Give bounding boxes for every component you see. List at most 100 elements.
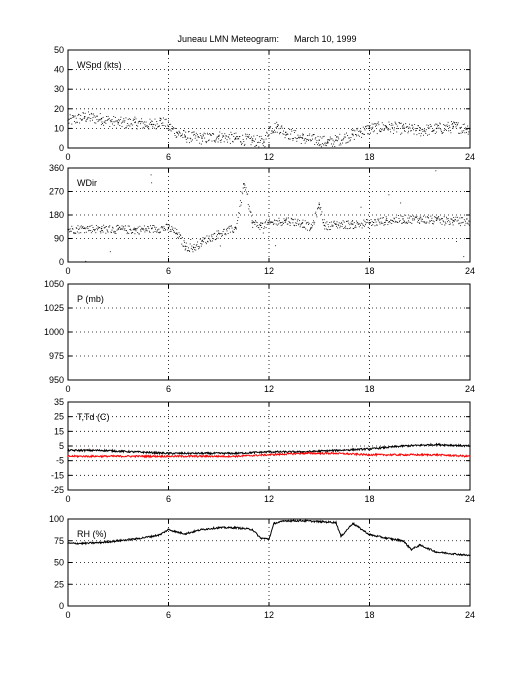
data-point [449,130,451,131]
data-point [91,113,93,115]
data-point [371,225,373,226]
data-point [343,136,345,138]
data-point [72,117,74,118]
data-point [343,228,345,229]
data-point [156,231,158,233]
data-point [70,230,72,232]
data-point [139,225,141,227]
data-point [436,123,438,125]
data-point [461,222,463,224]
data-point [166,128,168,130]
data-point [281,224,283,226]
data-point [361,136,363,138]
data-point [154,231,156,233]
data-point [294,131,296,133]
data-point [382,124,384,126]
data-point [277,124,279,125]
data-point [88,226,90,228]
data-point [174,133,175,134]
data-point [81,118,83,120]
data-point [156,230,158,232]
data-point [242,193,244,195]
data-point [328,229,330,231]
data-point [135,118,137,120]
data-point [353,138,355,140]
data-point [73,232,75,234]
data-point [344,225,346,227]
data-point [165,118,167,120]
data-point [100,117,103,120]
data-point [461,130,463,132]
data-point [225,234,227,236]
data-point [419,129,421,132]
data-point [306,221,308,223]
data-point [375,221,377,223]
data-point [445,129,447,131]
data-point [150,174,152,176]
data-point [86,226,88,228]
data-point [301,226,303,228]
data-point [368,127,371,130]
data-point [157,125,159,127]
data-point [363,134,365,136]
data-point [265,227,267,229]
data-point [239,141,241,143]
data-point [136,228,138,230]
x-tick-label: 24 [465,610,475,620]
data-point [167,229,169,231]
data-point [299,137,301,139]
data-point [359,223,361,225]
data-point [270,222,272,223]
data-point [395,220,397,222]
data-point [335,223,337,225]
data-point [177,133,179,134]
data-point [97,115,98,117]
data-point [405,222,407,224]
data-point [425,222,427,224]
y-tick-label: -5 [56,456,64,466]
data-point [208,235,210,237]
data-point [413,219,415,221]
data-point [327,139,328,141]
data-point [150,124,152,126]
data-point [150,225,151,227]
data-point [265,138,267,140]
data-point [164,230,166,231]
data-point [462,221,464,223]
data-point [435,170,437,172]
data-point [405,214,407,216]
data-point [216,230,218,232]
data-point [140,230,142,232]
data-point [117,123,119,125]
data-point [416,134,418,136]
data-point [467,125,469,127]
data-point [399,122,400,124]
data-point [135,228,136,230]
data-point [416,216,418,218]
data-point [161,123,163,124]
data-point [285,134,287,136]
data-point [109,251,111,253]
y-tick-label: 1050 [44,279,64,289]
data-point [308,139,309,141]
data-point [325,222,327,224]
data-point [253,135,255,137]
data-point [402,216,404,217]
y-tick-label: 270 [49,187,64,197]
data-point [161,125,163,126]
data-point [222,234,223,236]
data-point [421,128,423,130]
data-point [190,140,192,142]
data-point [424,222,426,224]
data-point [341,139,343,141]
data-point [86,118,88,120]
data-point [435,131,437,133]
data-point [356,129,358,131]
data-point [241,191,243,193]
data-point [418,222,420,223]
data-point [224,233,226,235]
data-point [169,129,171,131]
data-point [326,143,328,145]
data-point [84,228,86,230]
data-point [336,136,338,138]
